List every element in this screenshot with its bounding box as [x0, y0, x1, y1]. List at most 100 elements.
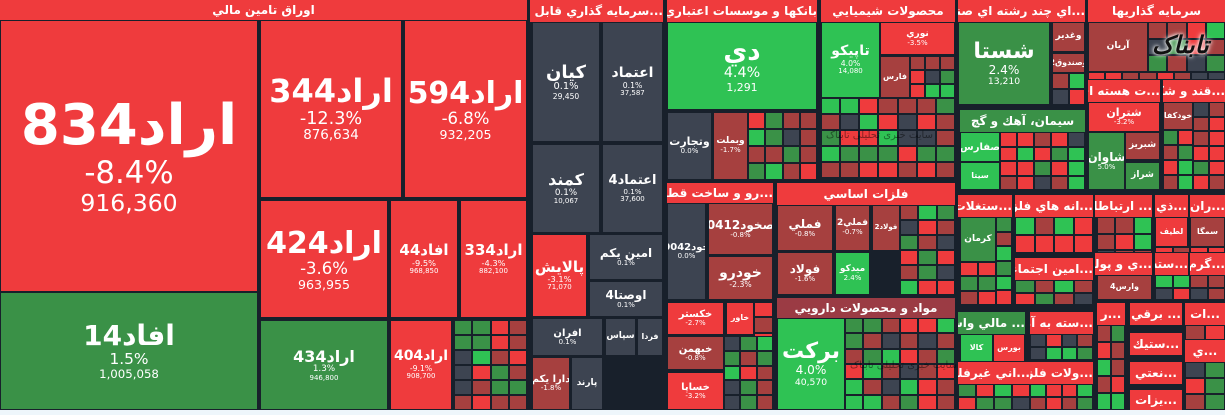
sector-header[interactable]: ...قند و شكر: [1163, 80, 1225, 102]
stock-tile[interactable]: امين يكم 0.1%: [589, 234, 663, 280]
stock-cell[interactable]: [1207, 287, 1225, 300]
stock-cell[interactable]: [935, 114, 955, 130]
stock-cell[interactable]: [1097, 233, 1116, 250]
stock-cell[interactable]: [1030, 347, 1046, 360]
stock-cell[interactable]: [918, 379, 937, 395]
stock-cell[interactable]: [1077, 347, 1093, 360]
stock-cell[interactable]: [1034, 146, 1051, 161]
stock-cell[interactable]: [918, 348, 937, 364]
stock-cell[interactable]: [765, 163, 783, 180]
stock-cell[interactable]: [1068, 73, 1085, 89]
stock-cell[interactable]: [1000, 146, 1017, 161]
stock-cell[interactable]: [1207, 72, 1225, 80]
stock-cell[interactable]: [996, 290, 1012, 305]
stock-cell[interactable]: [897, 146, 917, 162]
sector-header[interactable]: ...ران: [1190, 195, 1225, 217]
stock-cell[interactable]: [918, 205, 937, 220]
stock-cell[interactable]: [840, 98, 860, 114]
stock-cell[interactable]: [1068, 161, 1085, 176]
stock-cell[interactable]: [1045, 384, 1062, 397]
stock-tile[interactable]: سمگا: [1190, 217, 1225, 247]
stock-cell[interactable]: [508, 320, 527, 335]
sector-header[interactable]: ...گرم: [1190, 253, 1225, 275]
stock-cell[interactable]: [845, 318, 864, 334]
stock-cell[interactable]: [724, 365, 741, 381]
stock-cell[interactable]: [936, 205, 955, 220]
stock-cell[interactable]: [1209, 146, 1225, 161]
sector-header[interactable]: ...امين اجتماعي: [1015, 258, 1093, 280]
stock-cell[interactable]: [1115, 233, 1134, 250]
stock-cell[interactable]: [978, 276, 996, 291]
stock-cell[interactable]: [1185, 362, 1205, 378]
stock-tile[interactable]: لطيف: [1155, 217, 1188, 247]
stock-cell[interactable]: [840, 130, 860, 146]
stock-cell[interactable]: [1054, 217, 1074, 235]
stock-cell[interactable]: [994, 384, 1012, 397]
stock-cell[interactable]: [996, 261, 1012, 276]
stock-cell[interactable]: [1156, 72, 1174, 80]
stock-cell[interactable]: [1030, 384, 1046, 397]
stock-cell[interactable]: [918, 250, 937, 265]
stock-cell[interactable]: [1111, 393, 1125, 410]
stock-cell[interactable]: [845, 364, 864, 380]
stock-tile[interactable]: شتران -3.2%: [1088, 102, 1160, 132]
stock-cell[interactable]: [916, 98, 936, 114]
sector-header[interactable]: ...ت هسته اي: [1088, 80, 1160, 102]
stock-cell[interactable]: [859, 98, 879, 114]
stock-tile[interactable]: خاور: [726, 302, 754, 335]
stock-cell[interactable]: [508, 380, 527, 395]
stock-cell[interactable]: [756, 380, 773, 396]
stock-tile[interactable]: اراد344 -12.3% 876,634: [260, 20, 402, 198]
stock-cell[interactable]: [454, 365, 473, 380]
stock-cell[interactable]: [1000, 132, 1017, 147]
stock-cell[interactable]: [1034, 235, 1054, 253]
stock-cell[interactable]: [472, 320, 491, 335]
stock-cell[interactable]: [756, 365, 773, 381]
stock-tile[interactable]: صخود0412 -0.8%: [708, 203, 773, 255]
stock-cell[interactable]: [1190, 72, 1208, 80]
stock-cell[interactable]: [996, 246, 1012, 261]
stock-cell[interactable]: [935, 130, 955, 146]
stock-cell[interactable]: [878, 146, 898, 162]
stock-cell[interactable]: [1077, 384, 1093, 397]
stock-cell[interactable]: [881, 333, 900, 349]
stock-cell[interactable]: [1097, 342, 1111, 359]
stock-cell[interactable]: [1051, 161, 1068, 176]
stock-tile[interactable]: خبهمن -0.8%: [667, 336, 724, 370]
stock-cell[interactable]: [936, 318, 955, 334]
stock-cell[interactable]: [897, 130, 917, 146]
stock-cell[interactable]: [724, 380, 741, 396]
stock-cell[interactable]: [765, 146, 783, 163]
sector-header[interactable]: سرمايه گذاريها: [1088, 0, 1225, 22]
stock-cell[interactable]: [490, 395, 509, 410]
stock-cell[interactable]: [900, 394, 919, 410]
stock-cell[interactable]: [1148, 55, 1168, 72]
stock-cell[interactable]: [756, 350, 773, 366]
stock-cell[interactable]: [1034, 280, 1054, 293]
stock-cell[interactable]: [1017, 161, 1034, 176]
stock-cell[interactable]: [1185, 378, 1205, 394]
sector-header[interactable]: ...اي چند رشته اي صنعتي: [958, 0, 1085, 22]
stock-cell[interactable]: [925, 56, 940, 70]
stock-cell[interactable]: [925, 84, 940, 98]
stock-cell[interactable]: [918, 280, 937, 295]
stock-cell[interactable]: [799, 146, 817, 163]
stock-cell[interactable]: [1097, 359, 1111, 376]
sector-header[interactable]: ...رو و ساخت قطعات: [667, 183, 773, 203]
stock-cell[interactable]: [1068, 175, 1085, 190]
stock-cell[interactable]: [978, 290, 996, 305]
stock-cell[interactable]: [1051, 146, 1068, 161]
sector-header[interactable]: ... برقي: [1130, 303, 1182, 325]
stock-cell[interactable]: [821, 162, 841, 178]
stock-cell[interactable]: [724, 350, 741, 366]
stock-cell[interactable]: [1012, 397, 1030, 410]
stock-cell[interactable]: [845, 394, 864, 410]
stock-cell[interactable]: [1015, 235, 1035, 253]
stock-tile[interactable]: فملي -0.8%: [777, 205, 833, 251]
sector-header[interactable]: ...سرمايه گذاري قابل معامله: [530, 0, 663, 22]
stock-cell[interactable]: [754, 302, 773, 318]
stock-cell[interactable]: [1000, 175, 1017, 190]
stock-cell[interactable]: [936, 333, 955, 349]
stock-cell[interactable]: [1178, 175, 1193, 190]
stock-cell[interactable]: [740, 336, 757, 351]
